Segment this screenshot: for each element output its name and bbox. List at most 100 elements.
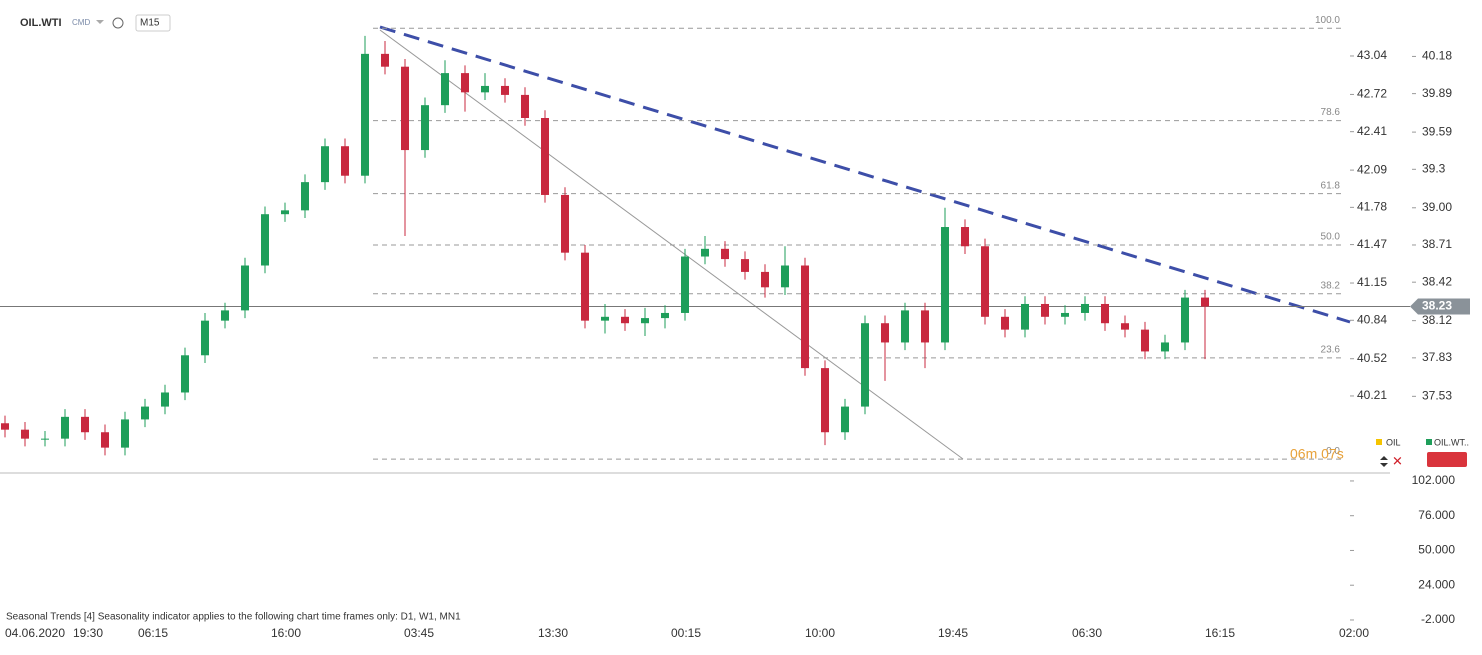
candle-body (361, 53, 369, 176)
candle-body (1121, 323, 1129, 330)
candle-body (921, 310, 929, 343)
x-tick-label: 19:30 (73, 626, 103, 640)
y2-tick-label: 41.47 (1357, 237, 1387, 251)
legend-item[interactable]: OIL.WT.. (1434, 437, 1469, 447)
x-tick-label: 16:15 (1205, 626, 1235, 640)
price-tag-label: 38.23 (1422, 299, 1452, 313)
candle-body (1, 423, 9, 430)
candle-body (81, 416, 89, 433)
candle-body (1061, 312, 1069, 317)
candle-body (321, 146, 329, 183)
candle-body (201, 320, 209, 356)
lower-tick-label: -2.000 (1421, 612, 1455, 626)
x-tick-label: 10:00 (805, 626, 835, 640)
fib-label: 23.6 (1321, 344, 1341, 355)
candle-body (121, 419, 129, 448)
candle-body (561, 194, 569, 253)
candle-body (41, 438, 49, 440)
kind: CMD (72, 18, 90, 27)
candle-body (261, 214, 269, 266)
candle-body (341, 146, 349, 176)
fib-label: 61.8 (1321, 180, 1341, 191)
candle-body (521, 94, 529, 118)
candle-body (861, 323, 869, 407)
candle-body (941, 227, 949, 343)
y2-tick-label: 42.09 (1357, 162, 1387, 176)
candle-body (101, 432, 109, 448)
symbol[interactable]: OIL.WTI (20, 17, 62, 29)
candle-body (281, 210, 289, 215)
candle-body (661, 312, 669, 319)
candle-body (781, 265, 789, 288)
candle-body (161, 392, 169, 407)
y2-tick-label: 40.84 (1357, 312, 1387, 326)
candle-body (881, 323, 889, 343)
candle-body (301, 182, 309, 211)
y2-tick-label: 42.41 (1357, 124, 1387, 138)
candle-body (441, 73, 449, 106)
lower-tick-label: 76.000 (1418, 508, 1455, 522)
fib-label: 0.0 (1326, 446, 1340, 457)
y-tick-label: 37.83 (1422, 350, 1452, 364)
indicator-title: Seasonal Trends [4] Seasonality indicato… (6, 612, 461, 623)
trendline[interactable] (379, 25, 1351, 324)
candle-body (61, 416, 69, 439)
x-tick-label: 00:15 (671, 626, 701, 640)
candle-body (1201, 297, 1209, 307)
x-tick-label: 04.06.2020 (5, 626, 65, 640)
x-tick-label: 06:15 (138, 626, 168, 640)
candle-body (541, 118, 549, 195)
candle-body (1161, 342, 1169, 352)
candle-body (801, 265, 809, 369)
x-tick-label: 13:30 (538, 626, 568, 640)
candle-body (841, 406, 849, 433)
y2-tick-label: 43.04 (1357, 48, 1387, 62)
timeframe-box[interactable] (135, 14, 171, 32)
indicator-button[interactable] (1427, 452, 1467, 467)
fib-label: 38.2 (1321, 280, 1341, 291)
countdown: 06m 07s (1290, 446, 1344, 462)
x-tick-label: 06:30 (1072, 626, 1102, 640)
candle-body (141, 406, 149, 420)
y-tick-label: 37.53 (1422, 388, 1452, 402)
move-icon[interactable] (1380, 456, 1388, 467)
legend-item[interactable]: OIL (1386, 437, 1401, 447)
candle-body (601, 316, 609, 321)
candle-body (821, 368, 829, 433)
close-icon[interactable]: ✕ (1392, 453, 1403, 468)
candle-body (181, 355, 189, 393)
candle-body (1141, 329, 1149, 352)
candle-body (461, 73, 469, 93)
candle-body (501, 85, 509, 95)
fib-label: 50.0 (1321, 232, 1341, 243)
y2-tick-label: 42.72 (1357, 87, 1387, 101)
y-tick-label: 38.71 (1422, 237, 1452, 251)
candle-body (981, 246, 989, 317)
info-icon[interactable] (112, 17, 124, 29)
dropdown-arrow[interactable] (96, 20, 104, 24)
candle-body (1041, 303, 1049, 317)
y-tick-label: 39.3 (1422, 161, 1446, 175)
candle-body (701, 248, 709, 257)
lower-tick-label: 24.000 (1418, 577, 1455, 591)
lower-tick-label: 102.000 (1412, 473, 1456, 487)
y-tick-label: 38.12 (1422, 313, 1452, 327)
candle-body (481, 85, 489, 93)
candle-body (421, 105, 429, 151)
timeframe[interactable]: M15 (140, 18, 160, 29)
candle-body (721, 248, 729, 260)
candle-body (901, 310, 909, 343)
candle-body (381, 53, 389, 67)
legend-swatch (1376, 439, 1382, 445)
candle-body (401, 66, 409, 151)
y-tick-label: 40.18 (1422, 49, 1452, 63)
candle-body (1021, 303, 1029, 330)
x-tick-label: 19:45 (938, 626, 968, 640)
lower-tick-label: 50.000 (1418, 543, 1455, 557)
candle-body (961, 227, 969, 247)
fib-label: 78.6 (1321, 107, 1341, 118)
candle-body (1181, 297, 1189, 343)
y2-tick-label: 41.15 (1357, 275, 1387, 289)
y-tick-label: 39.89 (1422, 86, 1452, 100)
